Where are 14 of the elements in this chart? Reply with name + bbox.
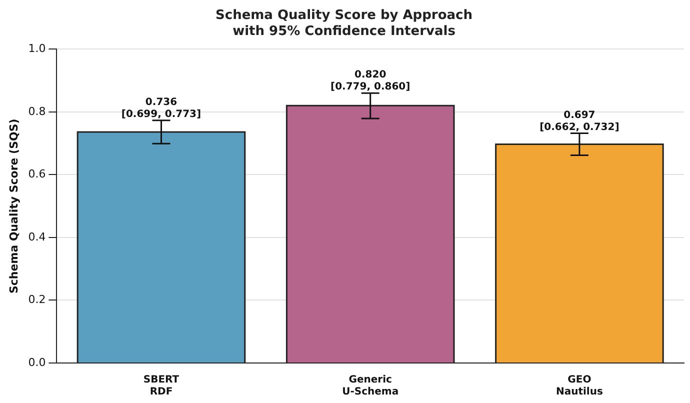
- x-tick-label: GEO Nautilus: [556, 374, 603, 398]
- x-tick-label: Generic U-Schema: [342, 374, 399, 398]
- data-label: 0.736 [0.699, 0.773]: [121, 97, 202, 120]
- data-label: 0.820 [0.779, 0.860]: [330, 70, 410, 93]
- y-tick-label: 0.0: [28, 356, 46, 369]
- y-tick-label: 0.8: [28, 104, 46, 118]
- chart-title: Schema Quality Score by Approach with 95% Confidence Intervals: [216, 8, 472, 39]
- data-label: 0.697 [0.662, 0.732]: [540, 110, 620, 133]
- x-tick-label: SBERT RDF: [143, 374, 180, 398]
- y-tick-label: 0.6: [28, 168, 46, 181]
- y-tick-label: 0.4: [28, 230, 46, 244]
- y-axis-title: Schema Quality Score (SQS): [7, 118, 20, 294]
- y-tick-label: 0.2: [28, 293, 46, 306]
- y-tick-label: 1.0: [28, 42, 46, 56]
